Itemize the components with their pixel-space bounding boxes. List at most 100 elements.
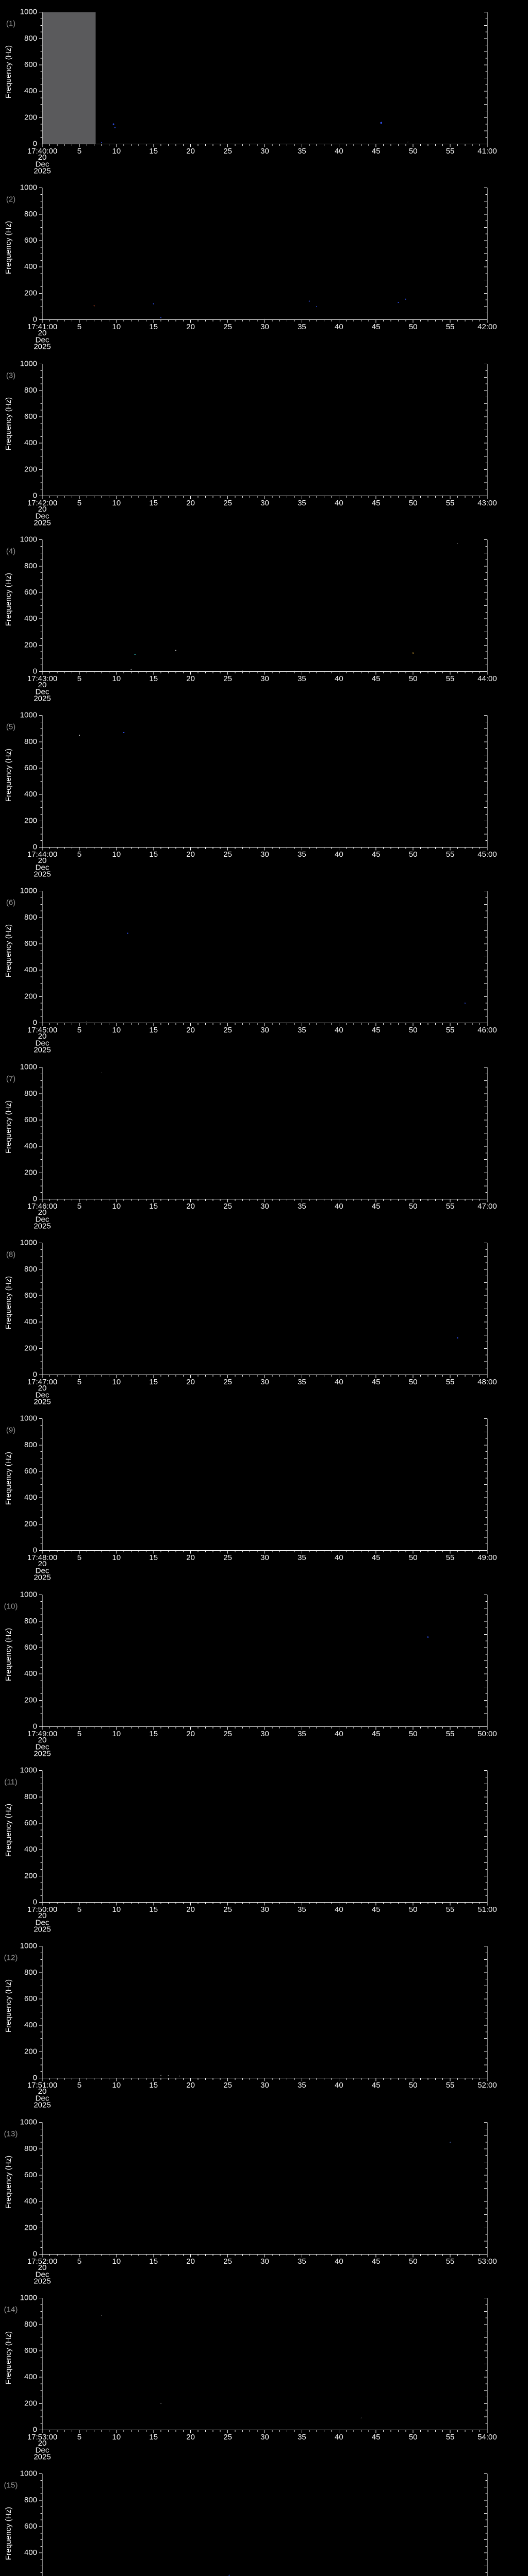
svg-text:15: 15 [149, 1026, 158, 1035]
svg-text:2025: 2025 [34, 343, 51, 351]
svg-text:55: 55 [446, 2081, 455, 2090]
svg-text:600: 600 [24, 1994, 37, 2003]
svg-text:(15): (15) [4, 2481, 18, 2490]
svg-text:2025: 2025 [34, 1222, 51, 1230]
svg-text:10: 10 [112, 323, 121, 331]
svg-text:45: 45 [372, 2433, 381, 2442]
svg-text:Frequency (Hz): Frequency (Hz) [4, 1100, 13, 1154]
svg-text:800: 800 [24, 2320, 37, 2329]
svg-text:25: 25 [223, 323, 232, 331]
svg-text:10: 10 [112, 147, 121, 156]
svg-text:200: 200 [24, 1520, 37, 1529]
svg-text:55: 55 [446, 1553, 455, 1562]
svg-text:(8): (8) [6, 1250, 15, 1259]
svg-text:(3): (3) [6, 371, 15, 380]
svg-text:200: 200 [24, 289, 37, 298]
svg-text:Frequency (Hz): Frequency (Hz) [4, 573, 13, 626]
svg-text:15: 15 [149, 147, 158, 156]
svg-text:35: 35 [298, 1026, 306, 1035]
svg-text:40: 40 [335, 1730, 343, 1738]
svg-text:(13): (13) [4, 2129, 18, 2138]
svg-text:30: 30 [260, 2433, 269, 2442]
svg-text:20: 20 [186, 674, 195, 683]
svg-text:55: 55 [446, 2257, 455, 2265]
svg-text:5: 5 [77, 1730, 81, 1738]
svg-text:600: 600 [24, 1115, 37, 1124]
svg-text:800: 800 [24, 737, 37, 746]
svg-text:200: 200 [24, 1871, 37, 1880]
svg-text:15: 15 [149, 323, 158, 331]
svg-text:20: 20 [186, 1553, 195, 1562]
svg-text:40: 40 [335, 2081, 343, 2090]
svg-text:2025: 2025 [34, 2101, 51, 2110]
svg-text:40: 40 [335, 323, 343, 331]
svg-text:40: 40 [335, 1202, 343, 1211]
svg-text:30: 30 [260, 1378, 269, 1386]
svg-text:50: 50 [409, 1026, 418, 1035]
svg-text:2025: 2025 [34, 2452, 51, 2461]
svg-text:5: 5 [77, 2257, 81, 2265]
svg-text:50: 50 [409, 1905, 418, 1914]
svg-text:5: 5 [77, 1553, 81, 1562]
svg-text:800: 800 [24, 210, 37, 218]
svg-text:45:00: 45:00 [477, 850, 497, 859]
svg-text:15: 15 [149, 2433, 158, 2442]
svg-text:800: 800 [24, 913, 37, 922]
svg-text:600: 600 [24, 939, 37, 948]
svg-text:(14): (14) [4, 2306, 18, 2314]
svg-text:5: 5 [77, 323, 81, 331]
svg-text:Frequency (Hz): Frequency (Hz) [4, 1276, 13, 1329]
svg-text:10: 10 [112, 2433, 121, 2442]
svg-text:10: 10 [112, 1202, 121, 1211]
svg-text:(11): (11) [4, 1778, 18, 1787]
svg-text:(4): (4) [6, 547, 15, 556]
svg-text:35: 35 [298, 1905, 306, 1914]
svg-text:15: 15 [149, 850, 158, 859]
svg-text:1000: 1000 [20, 535, 37, 544]
svg-text:Frequency (Hz): Frequency (Hz) [4, 749, 13, 802]
svg-text:15: 15 [149, 1730, 158, 1738]
svg-text:400: 400 [24, 1669, 37, 1678]
svg-text:45: 45 [372, 1553, 381, 1562]
svg-text:43:00: 43:00 [477, 498, 497, 507]
svg-text:1000: 1000 [20, 2117, 37, 2126]
svg-text:Frequency (Hz): Frequency (Hz) [4, 1804, 13, 1857]
svg-text:35: 35 [298, 1730, 306, 1738]
svg-text:1000: 1000 [20, 8, 37, 16]
svg-text:1000: 1000 [20, 1239, 37, 1247]
svg-text:45: 45 [372, 1202, 381, 1211]
svg-text:5: 5 [77, 2081, 81, 2090]
svg-text:20: 20 [186, 2433, 195, 2442]
svg-text:200: 200 [24, 1696, 37, 1704]
svg-text:Frequency (Hz): Frequency (Hz) [4, 45, 13, 98]
svg-text:20: 20 [186, 1730, 195, 1738]
svg-text:25: 25 [223, 1905, 232, 1914]
svg-text:40: 40 [335, 1553, 343, 1562]
svg-text:25: 25 [223, 1553, 232, 1562]
svg-text:200: 200 [24, 640, 37, 649]
svg-text:30: 30 [260, 147, 269, 156]
svg-text:15: 15 [149, 674, 158, 683]
svg-text:50: 50 [409, 147, 418, 156]
svg-text:45: 45 [372, 2081, 381, 2090]
svg-text:400: 400 [24, 1845, 37, 1854]
svg-text:1000: 1000 [20, 1590, 37, 1599]
svg-text:55: 55 [446, 850, 455, 859]
svg-text:55: 55 [446, 1202, 455, 1211]
svg-text:Frequency (Hz): Frequency (Hz) [4, 1628, 13, 1681]
svg-text:40: 40 [335, 1378, 343, 1386]
svg-text:50: 50 [409, 323, 418, 331]
svg-text:15: 15 [149, 1553, 158, 1562]
svg-text:5: 5 [77, 1378, 81, 1386]
svg-text:45: 45 [372, 1730, 381, 1738]
svg-text:(9): (9) [6, 1426, 15, 1435]
svg-text:45: 45 [372, 1905, 381, 1914]
svg-text:20: 20 [186, 147, 195, 156]
svg-text:Frequency (Hz): Frequency (Hz) [4, 2155, 13, 2208]
svg-text:400: 400 [24, 262, 37, 271]
svg-text:44:00: 44:00 [477, 674, 497, 683]
svg-text:Frequency (Hz): Frequency (Hz) [4, 397, 13, 450]
svg-text:20: 20 [186, 1905, 195, 1914]
svg-text:Frequency (Hz): Frequency (Hz) [4, 2331, 13, 2384]
svg-text:800: 800 [24, 1089, 37, 1098]
